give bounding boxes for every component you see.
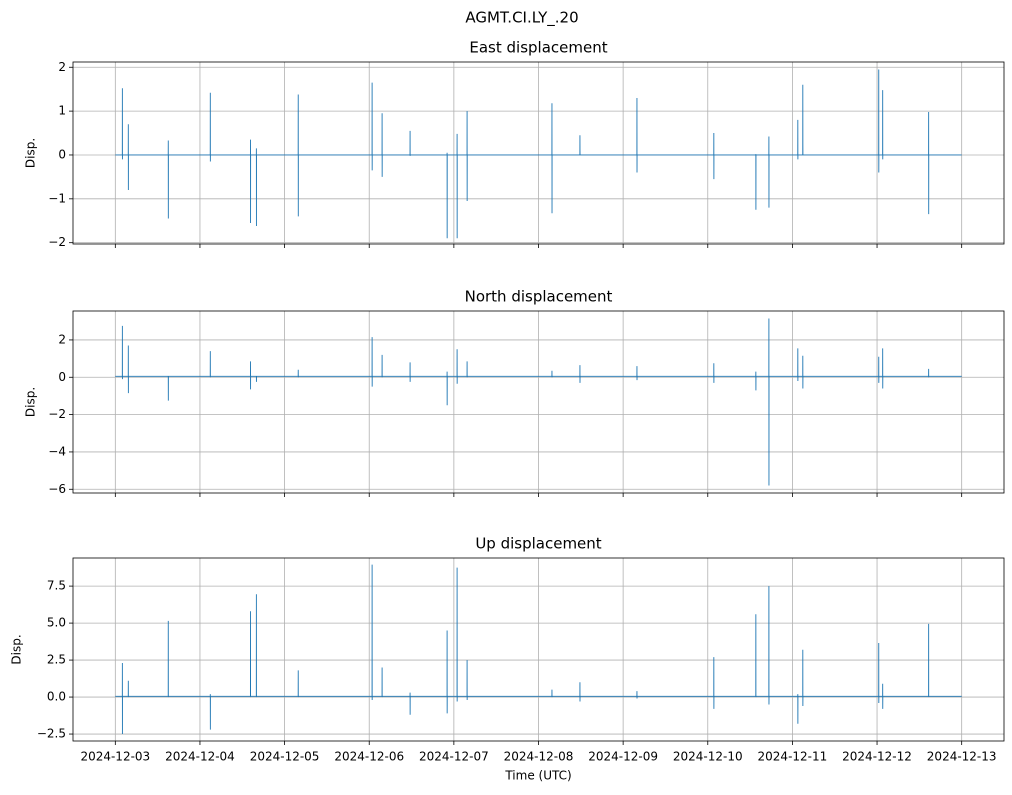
y-tick-label: 5.0 — [47, 616, 66, 630]
subplot-title: East displacement — [469, 39, 607, 57]
axes-frame — [72, 310, 1005, 494]
y-axis-label: Disp. — [24, 138, 38, 168]
y-tick-label: 1 — [58, 104, 66, 118]
subplot-title: North displacement — [465, 288, 613, 306]
x-tick-label: 2024-12-11 — [758, 750, 828, 764]
y-tick-label: −1 — [48, 191, 66, 205]
x-tick-label: 2024-12-10 — [673, 750, 743, 764]
x-tick-label: 2024-12-06 — [334, 750, 404, 764]
y-tick-label: −2 — [48, 235, 66, 249]
y-tick-label: 0 — [58, 147, 66, 161]
x-tick-label: 2024-12-03 — [80, 750, 150, 764]
y-tick-label: 2 — [58, 60, 66, 74]
x-tick-label: 2024-12-04 — [165, 750, 235, 764]
x-axis-label: Time (UTC) — [504, 769, 571, 783]
x-tick-label: 2024-12-07 — [419, 750, 489, 764]
y-tick-label: 2.5 — [47, 653, 66, 667]
y-tick-label: −6 — [48, 482, 66, 496]
y-tick-label: 7.5 — [47, 579, 66, 593]
axes-frame — [72, 557, 1005, 742]
subplot-title: Up displacement — [475, 535, 601, 553]
y-tick-label: 2 — [58, 332, 66, 346]
data-line — [115, 564, 962, 735]
x-tick-label: 2024-12-12 — [842, 750, 912, 764]
data-line — [115, 69, 962, 239]
y-axis-label: Disp. — [10, 634, 24, 664]
y-tick-label: −2 — [48, 407, 66, 421]
figure-title: AGMT.CI.LY_.20 — [465, 9, 578, 28]
y-tick-label: 0 — [58, 370, 66, 384]
axes-frame — [72, 61, 1005, 245]
y-tick-label: −4 — [48, 444, 66, 458]
y-tick-label: 0.0 — [47, 690, 66, 704]
x-tick-label: 2024-12-05 — [250, 750, 320, 764]
x-tick-label: 2024-12-13 — [927, 750, 997, 764]
data-line — [115, 318, 962, 486]
y-axis-label: Disp. — [24, 387, 38, 417]
y-tick-label: −2.5 — [37, 727, 66, 741]
x-tick-label: 2024-12-08 — [504, 750, 574, 764]
x-tick-label: 2024-12-09 — [588, 750, 658, 764]
